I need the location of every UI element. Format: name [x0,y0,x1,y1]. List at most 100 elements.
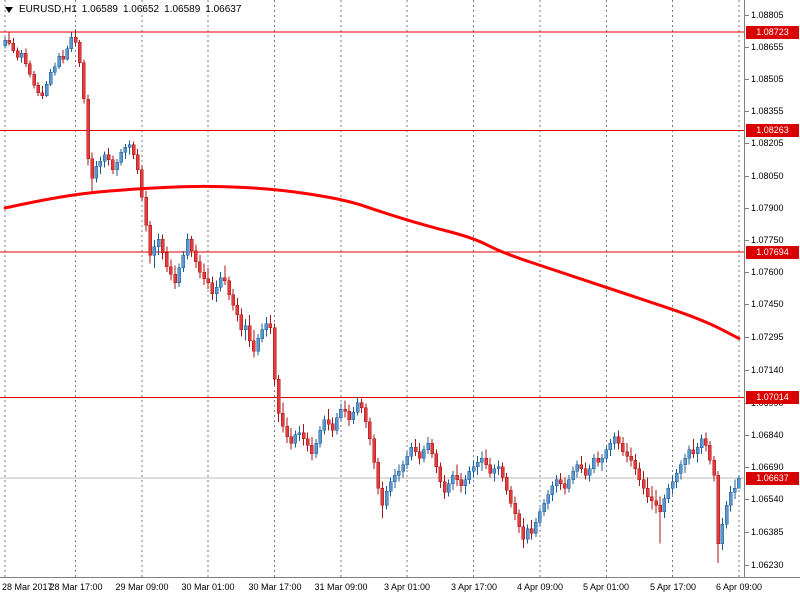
bull-candle-body [604,449,609,459]
bull-candle-body [48,72,53,85]
bear-candle-body [372,438,376,463]
bear-candle-body [289,436,293,444]
bull-candle-body [422,449,426,459]
hline-price-label: 1.07014 [746,391,799,404]
price-axis-label: 1.08805 [751,10,784,20]
bull-candle-body [44,83,49,97]
bear-candle-body [712,460,716,476]
price-axis-tick-mark [745,565,749,566]
bear-candle-body [73,36,78,43]
hline-price-label: 1.08723 [746,26,799,39]
price-axis-tick-mark [745,272,749,273]
chart-plot-area[interactable] [0,0,744,577]
bull-candle-body [492,468,497,474]
price-axis-tick-mark [745,208,749,209]
bull-candle-body [575,464,579,472]
bear-candle-body [11,43,16,52]
time-axis-label: 5 Apr 17:00 [649,582,697,592]
bull-candle-body [214,286,219,294]
time-axis-label: 31 Mar 09:00 [314,582,368,592]
price-axis-label: 1.06690 [751,462,784,472]
bear-candle-body [272,327,277,380]
bear-candle-body [77,42,82,63]
price-axis-tick-mark [745,370,749,371]
time-axis[interactable]: 28 Mar 2017 28 Mar 17:00 29 Mar 09:00 30 Ma… [0,577,800,600]
time-axis-label: 3 Apr 17:00 [450,582,498,592]
bear-candle-body [189,238,194,252]
bear-candle-body [235,305,240,316]
price-axis-label: 1.08050 [751,171,784,181]
bear-candle-body [90,158,94,179]
time-axis-label: 30 Mar 01:00 [181,582,235,592]
bear-candle-body [165,252,169,268]
bear-candle-body [691,449,696,455]
ohlc-low-value: 1.06589 [164,4,201,15]
hline-price-label: 1.07694 [746,246,799,259]
price-axis-tick-mark [745,176,749,177]
bear-candle-body [459,479,463,487]
moving-average-line[interactable] [3,184,741,340]
price-axis-label: 1.06385 [751,527,784,537]
bull-candle-body [318,430,322,444]
bull-candle-body [683,457,687,465]
price-axis-label: 1.06230 [751,560,784,570]
bull-candle-body [94,166,99,179]
bear-candle-body [417,451,422,459]
bear-candle-body [61,55,65,60]
bull-candle-body [181,254,186,269]
bear-candle-body [148,224,152,256]
bear-candle-body [285,425,289,438]
bear-candle-body [343,408,347,412]
bear-candle-body [563,483,567,489]
bear-candle-body [509,489,513,504]
bull-candle-body [525,528,530,540]
bear-candle-body [36,84,40,93]
bear-candle-body [231,294,235,306]
chart-canvas[interactable] [0,0,744,577]
bull-candle-body [53,66,57,73]
hline-price-label: 1.08263 [746,124,799,137]
bear-candle-body [513,502,517,514]
price-axis-tick-mark [745,337,749,338]
bull-candle-body [335,417,339,431]
bear-candle-body [616,436,621,444]
bull-candle-body [737,477,741,489]
bear-candle-body [645,487,650,497]
bear-candle-body [413,447,418,452]
price-axis-label: 1.07750 [751,235,784,245]
bull-candle-body [538,511,542,523]
bear-candle-body [24,52,28,64]
bear-candle-body [368,421,372,440]
bull-candle-body [699,438,704,448]
bull-candle-body [567,479,571,489]
bear-candle-body [359,402,364,409]
bull-candle-body [314,442,318,455]
bear-candle-body [223,277,227,281]
bear-candle-body [716,474,720,544]
time-axis-label: 5 Apr 01:00 [582,582,630,592]
bull-candle-body [339,408,343,418]
bear-candle-body [347,410,351,420]
ohlc-high-value: 1.06652 [122,4,160,15]
bear-candle-body [326,419,331,425]
price-axis[interactable]: 1.08805 1.08655 1.08505 1.08355 1.08205 1.080… [744,0,800,577]
bull-candle-body [102,154,107,162]
bull-candle-body [98,160,103,167]
bull-candle-body [127,144,132,148]
bull-candle-body [571,470,575,480]
bull-candle-body [405,455,409,465]
bull-candle-body [687,449,691,459]
bull-candle-body [119,152,123,163]
price-axis-tick-mark [745,240,749,241]
price-axis-tick-mark [745,499,749,500]
price-axis-tick-mark [745,304,749,305]
bull-candle-body [475,462,480,467]
bull-candle-body [542,502,546,512]
bear-candle-body [621,442,625,453]
bull-candle-body [218,277,223,288]
ohlc-open-value: 1.06589 [81,4,118,15]
bull-candle-body [177,267,181,284]
price-axis-tick-mark [745,15,749,16]
bear-candle-body [579,464,584,470]
bull-candle-body [264,323,269,331]
